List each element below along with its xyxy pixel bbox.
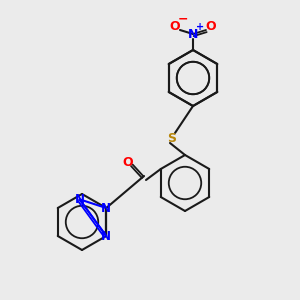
Text: O: O [123, 157, 133, 169]
Text: −: − [178, 13, 188, 26]
Text: S: S [167, 131, 176, 145]
Text: O: O [170, 20, 180, 32]
Text: O: O [206, 20, 216, 32]
Text: N: N [101, 230, 111, 242]
Text: N: N [101, 202, 111, 214]
Text: +: + [196, 22, 204, 32]
Text: N: N [75, 193, 85, 206]
Text: N: N [188, 28, 198, 40]
